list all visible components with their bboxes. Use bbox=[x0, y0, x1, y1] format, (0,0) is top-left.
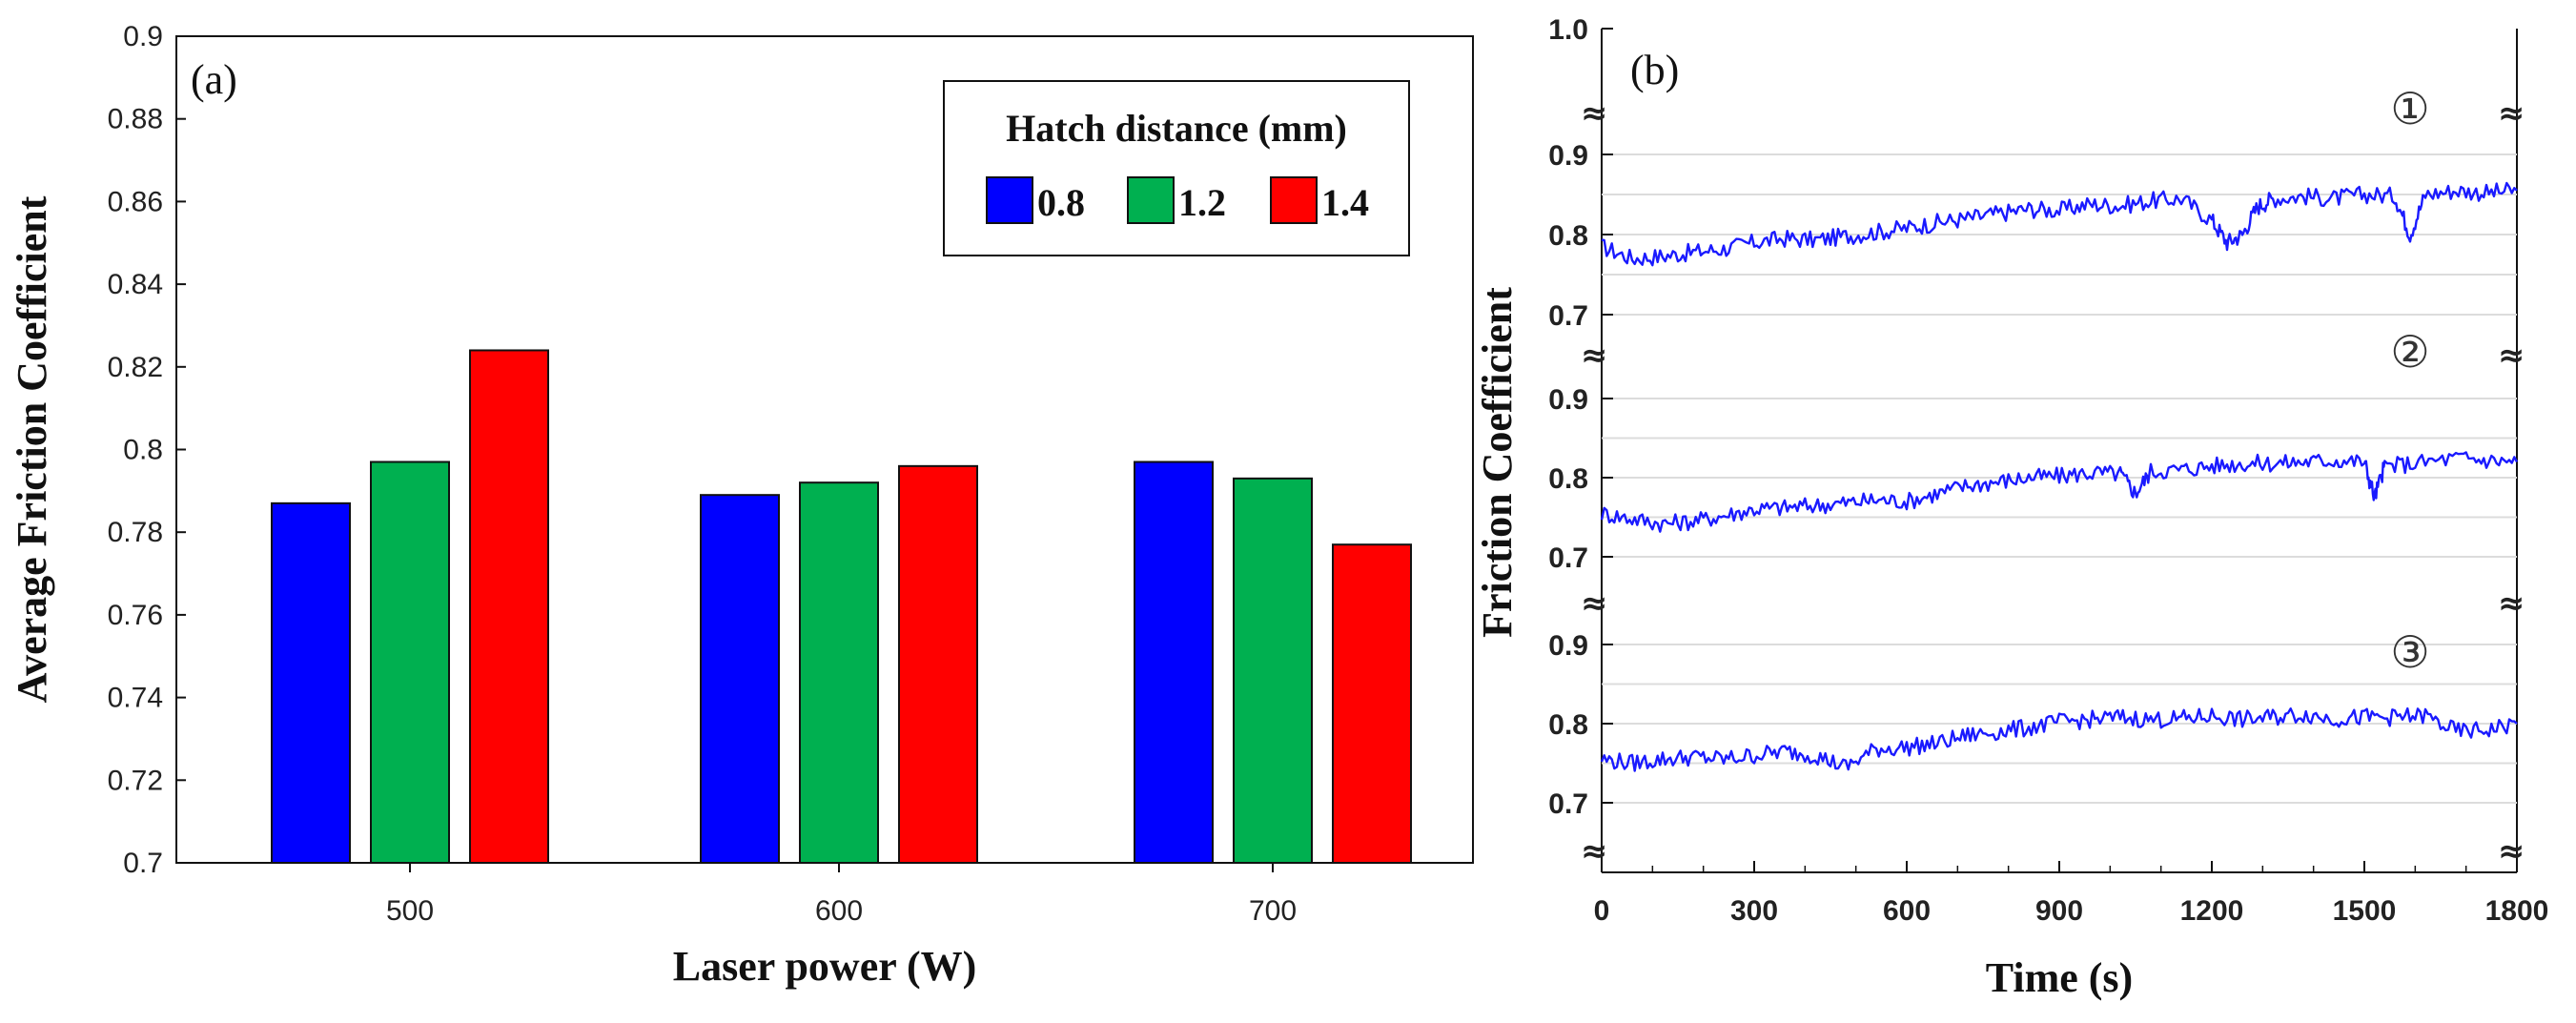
y-tick-label-top: 1.0 bbox=[1548, 14, 1588, 46]
y-tick-label: 0.9 bbox=[1548, 384, 1588, 416]
legend-label-1.4: 1.4 bbox=[1321, 181, 1369, 224]
panel-label-b: (b) bbox=[1630, 47, 1679, 93]
y-tick-label: 0.7 bbox=[1548, 300, 1588, 332]
trace-marker-label: ③ bbox=[2390, 626, 2429, 678]
trace-② bbox=[1600, 451, 2519, 533]
axis-break-mark: ≈ bbox=[1581, 584, 1608, 623]
y-tick-label: 0.7 bbox=[1548, 542, 1588, 574]
axis-break-mark: ≈ bbox=[2498, 584, 2525, 623]
panel-label-a: (a) bbox=[191, 56, 237, 103]
x-tick-label: 900 bbox=[2035, 895, 2083, 927]
legend-swatch-1.4 bbox=[1270, 176, 1318, 224]
bar-600-1.4 bbox=[898, 464, 978, 864]
y-tick-label: 0.9 bbox=[1548, 140, 1588, 172]
axis-break-mark: ≈ bbox=[1581, 832, 1608, 870]
y-axis-label: Friction Coefficient bbox=[1474, 287, 1521, 638]
panel-b-line-chart: 1.0 0 300 600 900 1200 1500 1800 ≈ ≈ ≈ ≈ ≈ ≈ ≈ ≈0.7 0.8 0… bbox=[1474, 14, 2548, 1001]
trace-marker-label: ② bbox=[2390, 326, 2429, 378]
y-tick-label: 0.86 bbox=[108, 186, 163, 217]
x-tick-label: 1800 bbox=[2485, 895, 2549, 927]
x-tick-label: 700 bbox=[1249, 895, 1297, 927]
legend-swatch-0.8 bbox=[986, 176, 1033, 224]
x-tick-label: 600 bbox=[815, 895, 863, 927]
y-tick-label: 0.76 bbox=[108, 600, 163, 631]
bar-500-1.4 bbox=[469, 349, 549, 864]
bar-700-0.8 bbox=[1134, 460, 1214, 864]
y-tick-label: 0.78 bbox=[108, 517, 163, 548]
y-tick-label: 0.8 bbox=[1548, 220, 1588, 252]
x-axis-label: Time (s) bbox=[1986, 954, 2133, 1001]
trace-③ bbox=[1600, 706, 2518, 772]
x-tick-label: 1500 bbox=[2333, 895, 2397, 927]
legend-swatch-1.2 bbox=[1127, 176, 1175, 224]
y-tick-label: 0.8 bbox=[1548, 709, 1588, 741]
y-tick-label: 0.8 bbox=[1548, 463, 1588, 495]
x-axis-label: Laser power (W) bbox=[673, 943, 977, 990]
bar-500-1.2 bbox=[370, 460, 450, 864]
y-tick-label: 0.9 bbox=[123, 21, 163, 52]
legend: Hatch distance (mm) 0.8 1.2 1.4 bbox=[943, 80, 1410, 256]
y-tick-label: 0.9 bbox=[1548, 630, 1588, 662]
bar-700-1.4 bbox=[1332, 543, 1412, 865]
y-tick-label: 0.72 bbox=[108, 765, 163, 796]
x-tick-label: 500 bbox=[386, 895, 434, 927]
y-tick-label: 0.7 bbox=[123, 848, 163, 879]
panel-a-bar-chart: 0.7 0.72 0.74 0.76 0.78 0.8 0.82 0.84 0.86 0.88 0.… bbox=[9, 21, 1474, 990]
legend-box bbox=[943, 80, 1410, 256]
y-tick-label: 0.84 bbox=[108, 269, 163, 300]
axis-break-mark: ≈ bbox=[2498, 94, 2525, 133]
axis-break-mark: ≈ bbox=[1581, 94, 1608, 133]
legend-label-0.8: 0.8 bbox=[1037, 181, 1085, 224]
y-axis-label: Average Friction Coefficient bbox=[9, 195, 55, 703]
y-tick-label: 0.8 bbox=[123, 435, 163, 466]
legend-label-1.2: 1.2 bbox=[1178, 181, 1226, 224]
x-tick-label: 300 bbox=[1730, 895, 1778, 927]
bar-600-0.8 bbox=[700, 494, 780, 864]
y-tick-label: 0.7 bbox=[1548, 788, 1588, 820]
trace-① bbox=[1601, 181, 2518, 267]
bar-600-1.2 bbox=[799, 481, 879, 864]
axis-break-mark: ≈ bbox=[1581, 337, 1608, 375]
y-tick-label: 0.82 bbox=[108, 352, 163, 383]
y-tick-label: 0.88 bbox=[108, 104, 163, 135]
legend-title: Hatch distance (mm) bbox=[1006, 107, 1347, 150]
axis-break-mark: ≈ bbox=[2498, 832, 2525, 870]
trace-marker-label: ① bbox=[2390, 83, 2429, 134]
axis-break-mark: ≈ bbox=[2498, 337, 2525, 375]
x-tick-label: 600 bbox=[1883, 895, 1931, 927]
bar-500-0.8 bbox=[271, 501, 351, 864]
x-tick-label: 1200 bbox=[2180, 895, 2244, 927]
x-tick-label: 0 bbox=[1594, 895, 1610, 927]
bar-700-1.2 bbox=[1233, 477, 1313, 864]
y-tick-label: 0.74 bbox=[108, 683, 163, 714]
